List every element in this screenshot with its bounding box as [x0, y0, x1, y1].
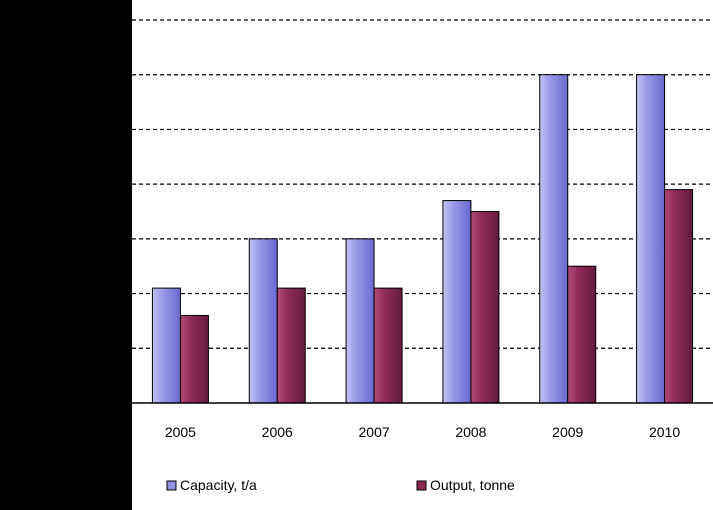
legend-label-capacity: Capacity, t/a: [180, 477, 257, 493]
x-tick-label: 2005: [165, 424, 196, 440]
bar-output-2009: [567, 265, 597, 404]
bar-output-2007: [373, 287, 403, 404]
bar-capacity-2006: [248, 238, 278, 404]
bar-capacity-2010: [636, 74, 666, 404]
bar-output-2010: [664, 189, 694, 404]
bar-capacity-2009: [539, 74, 569, 404]
bar-capacity-2005: [151, 287, 181, 404]
x-tick-label: 2010: [649, 424, 680, 440]
bar-output-2008: [470, 211, 500, 404]
x-tick-label: 2008: [455, 424, 486, 440]
bar-output-2005: [179, 314, 209, 404]
legend-swatch-capacity: [166, 480, 177, 491]
bars: [151, 74, 694, 404]
bar-output-2006: [276, 287, 306, 404]
x-tick-label: 2007: [359, 424, 390, 440]
x-tick-label: 2009: [552, 424, 583, 440]
gridlines: [132, 19, 713, 349]
legend-label-output: Output, tonne: [430, 477, 515, 493]
legend-swatch-output: [416, 480, 427, 491]
legend: Capacity, t/a Output, tonne: [166, 477, 515, 493]
x-tick-labels: 2005 2006 2007 2008 2009 2010: [165, 424, 681, 440]
bar-capacity-2007: [345, 238, 375, 404]
y-axis-panel: [0, 0, 132, 510]
x-tick-label: 2006: [262, 424, 293, 440]
bar-capacity-2008: [442, 200, 472, 404]
